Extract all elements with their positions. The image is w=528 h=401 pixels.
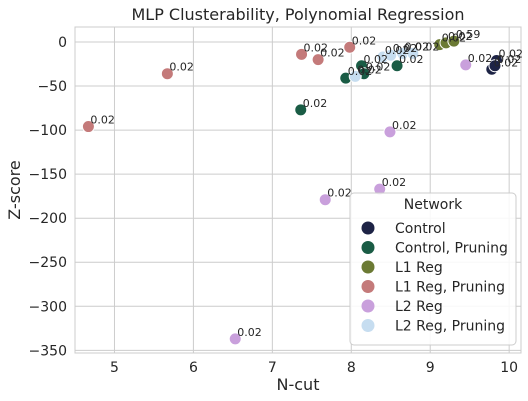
data-label: 0.02 xyxy=(392,119,417,132)
legend-entry-label: L1 Reg, Pruning xyxy=(395,280,505,296)
data-label: 0.02 xyxy=(448,30,473,43)
data-points xyxy=(81,34,504,346)
data-label: 0.02 xyxy=(399,53,424,66)
legend-marker xyxy=(361,221,375,235)
data-label: 0.02 xyxy=(366,61,391,74)
data-label: 0.02 xyxy=(90,114,115,127)
data-label: 0.02 xyxy=(364,53,389,66)
data-label: 0.02 xyxy=(348,65,373,78)
data-label: 0.02 xyxy=(405,40,430,53)
data-label: 0.02 xyxy=(303,97,328,110)
data-label: 0.02 xyxy=(237,326,262,339)
data-point xyxy=(348,69,362,83)
data-point xyxy=(295,47,309,61)
y-tick-label: 0 xyxy=(58,35,67,51)
data-label: 0.02 xyxy=(468,52,493,65)
tick-labels: 5 6 7 8 9 10 0 −50 −100 −150 −200 −250 −300 −350 xyxy=(29,35,519,376)
data-label: 0.02 xyxy=(393,42,418,55)
data-label: 0.02 xyxy=(327,187,352,200)
data-label: 0.02 xyxy=(169,61,194,74)
data-label: 0.02 xyxy=(499,47,523,60)
legend-box xyxy=(349,192,517,346)
data-label: 0.02 xyxy=(320,47,345,60)
x-axis-label: N-cut xyxy=(277,375,320,394)
legend-title: Network xyxy=(404,197,463,213)
data-point xyxy=(81,120,95,134)
legend: Network Control Control, Pruning L1 Reg L1 … xyxy=(349,192,517,346)
x-tick-label: 10 xyxy=(500,360,518,376)
data-point xyxy=(294,103,308,117)
x-tick-label: 5 xyxy=(110,360,119,376)
point-labels: 0.020.020.020.020.020.020.020.020.020.02… xyxy=(90,28,523,339)
data-label: 0.02 xyxy=(494,56,519,69)
data-label: 0.02 xyxy=(382,176,407,189)
y-tick-label: −250 xyxy=(29,255,67,271)
data-point xyxy=(459,58,473,72)
data-point xyxy=(343,40,357,54)
data-label: 0.02 xyxy=(352,34,377,47)
data-point xyxy=(383,125,397,139)
legend-entry-label: L1 Reg xyxy=(395,260,443,276)
legend-entry-label: Control xyxy=(395,221,446,237)
y-tick-label: −200 xyxy=(29,211,67,227)
legend-items: Control Control, Pruning L1 Reg L1 Reg, Pru… xyxy=(361,221,508,335)
y-tick-label: −100 xyxy=(29,123,67,139)
legend-marker xyxy=(361,280,375,293)
plot-frame xyxy=(74,26,522,354)
y-axis-label: Z-score xyxy=(5,160,24,219)
y-tick-label: −50 xyxy=(37,79,67,95)
legend-marker xyxy=(361,260,375,274)
data-label: 0.02 xyxy=(497,53,522,66)
data-point xyxy=(160,67,174,81)
legend-marker xyxy=(361,299,375,313)
legend-marker xyxy=(361,241,375,254)
data-point xyxy=(390,59,404,73)
data-point xyxy=(447,34,461,48)
legend-entry-label: L2 Reg, Pruning xyxy=(395,319,505,335)
x-tick-label: 9 xyxy=(426,360,435,376)
data-label: 0.02 xyxy=(442,32,467,45)
data-label: 0.02 xyxy=(304,41,329,54)
data-point xyxy=(406,46,420,60)
legend-entry-label: L2 Reg xyxy=(395,299,443,315)
data-label: 0.02 xyxy=(385,44,410,57)
x-tick-label: 6 xyxy=(189,360,198,376)
x-tick-label: 8 xyxy=(347,360,356,376)
x-tick-label: 7 xyxy=(268,360,277,376)
legend-entry-label: Control, Pruning xyxy=(395,241,508,257)
chart-title: MLP Clusterability, Polynomial Regressio… xyxy=(131,5,464,24)
data-label: 0.59 xyxy=(456,28,481,41)
legend-marker xyxy=(361,319,375,332)
y-tick-label: −150 xyxy=(29,167,67,183)
y-tick-label: −300 xyxy=(29,299,67,315)
data-label: 0.02 xyxy=(415,40,440,53)
data-point xyxy=(228,332,242,346)
data-label: 0.02 xyxy=(357,63,382,76)
data-point xyxy=(311,53,325,67)
y-tick-label: −350 xyxy=(29,343,67,359)
data-point xyxy=(488,59,502,73)
data-point xyxy=(318,193,332,207)
